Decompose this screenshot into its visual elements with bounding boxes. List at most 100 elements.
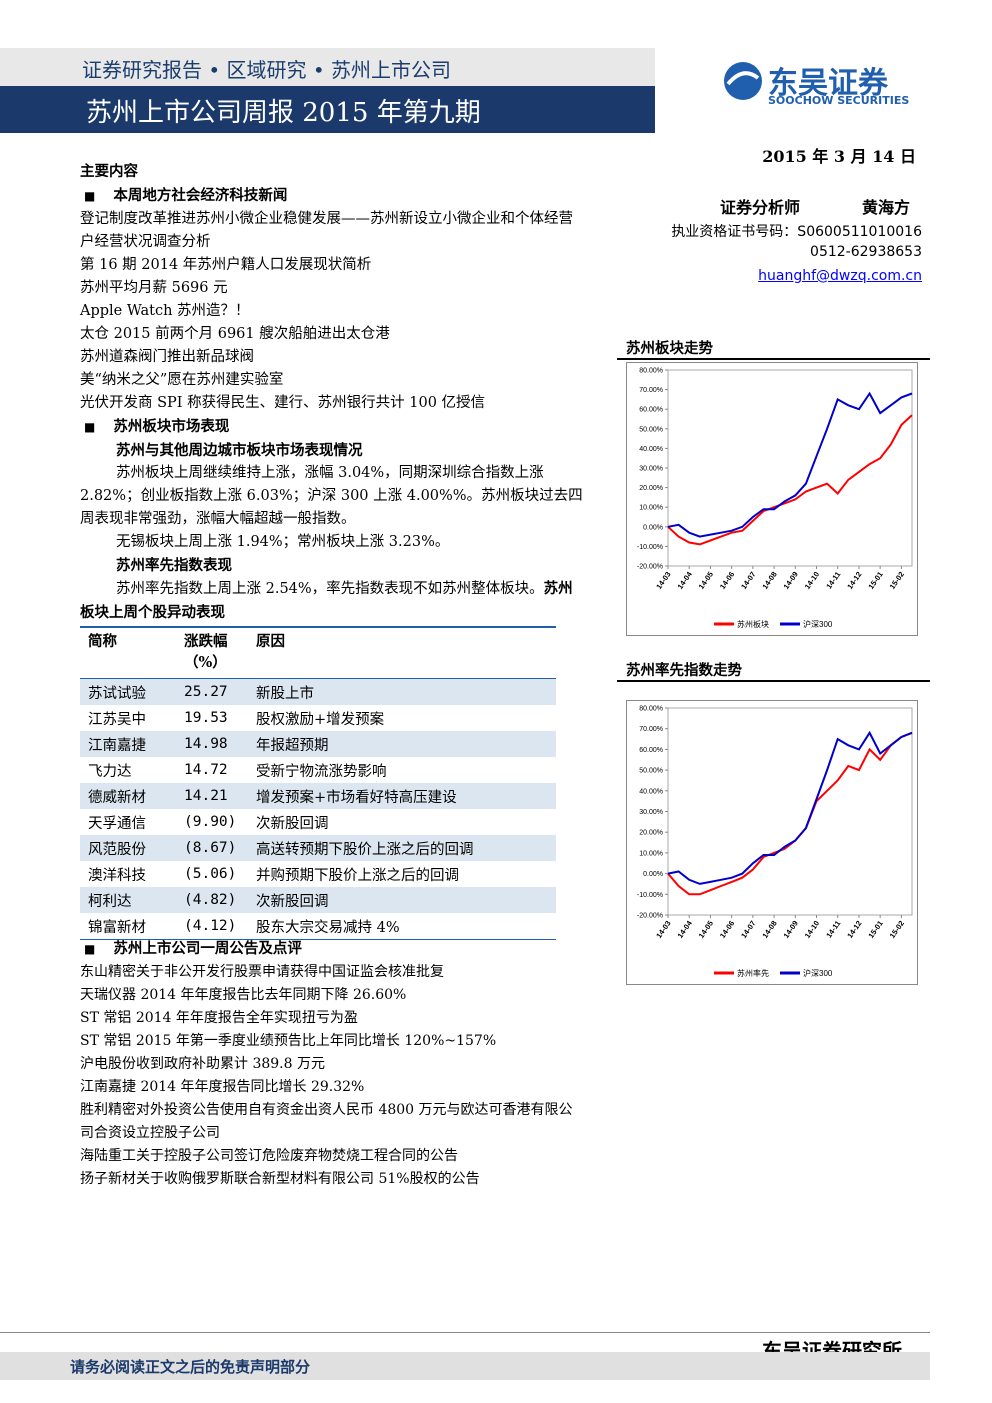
y-tick-label: -10.00%: [637, 544, 663, 551]
title-bar: [0, 86, 655, 133]
table-cell: 次新股回调: [256, 815, 329, 832]
news-list: 登记制度改革推进苏州小微企业稳健发展——苏州新设立小微企业和个体经营户经营状况调…: [80, 208, 586, 415]
contents-heading: 主要内容: [80, 163, 138, 180]
stock-table: 简称 涨跌幅（%） 原因 苏试试验 25.27 新股上市 江苏吴中 19.53 股权激励+…: [80, 626, 556, 940]
table-cell: 苏试试验: [88, 685, 146, 702]
heading-text: 苏州上市公司一周公告及点评: [113, 940, 302, 957]
heading-text: 苏州板块市场表现: [113, 418, 230, 435]
table-row: 锦富新材 (4.12) 股东大宗交易减持 4%: [80, 913, 556, 940]
legend-label: 苏州率先: [737, 968, 769, 978]
sub-heading: 苏州与其他周边城市板块市场表现情况: [116, 442, 363, 459]
table-row: 江南嘉捷 14.98 年报超预期: [80, 731, 556, 757]
table-cell: 25.27: [184, 684, 228, 700]
announcement-item: 海陆重工关于控股子公司签订危险废弃物焚烧工程合同的公告: [80, 1148, 458, 1164]
table-cell: (4.12): [184, 918, 237, 934]
rule: [617, 358, 930, 360]
y-tick-label: 10.00%: [639, 505, 663, 512]
table-cell: 江南嘉捷: [88, 737, 146, 754]
series-line: [667, 414, 913, 546]
table-header: 简称 涨跌幅（%） 原因: [80, 627, 556, 679]
chart-frame: [626, 700, 918, 985]
heading-text: 本周地方社会经济科技新闻: [113, 187, 288, 204]
breadcrumb-bar: [0, 48, 655, 86]
legend-label: 苏州板块: [737, 619, 769, 629]
y-tick-label: -20.00%: [637, 564, 663, 571]
table-cell: 14.72: [184, 762, 228, 778]
news-item: 光伏开发商 SPI 称获得民生、建行、苏州银行共计 100 亿授信: [80, 395, 486, 411]
table-cell: 股权激励+增发预案: [256, 711, 385, 728]
y-tick-label: 60.00%: [639, 407, 663, 414]
table-row: 飞力达 14.72 受新宁物流涨势影响: [80, 757, 556, 783]
y-tick-label: 40.00%: [639, 446, 663, 453]
th: 原因: [256, 633, 285, 650]
y-tick-label: 0.00%: [643, 524, 663, 531]
report-title: 苏州上市公司周报 2015 年第九期: [86, 98, 481, 128]
th: 涨跌幅（%）: [184, 633, 228, 671]
chart: -20.00% -10.00% 0.00% 10.00% 20.00% 30.00% 40.…: [626, 700, 918, 985]
main-content: 主要内容 本周地方社会经济科技新闻 登记制度改革推进苏州小微企业稳健发展——苏州…: [80, 160, 586, 625]
table-cell: 受新宁物流涨势影响: [256, 763, 387, 780]
table-cell: (4.82): [184, 892, 237, 908]
sub-heading: 苏州率先指数表现: [116, 557, 232, 574]
series-line: [667, 391, 913, 538]
analyst-role: 证券分析师: [720, 198, 801, 217]
table-cell: 14.21: [184, 788, 228, 804]
news-item: 登记制度改革推进苏州小微企业稳健发展——苏州新设立小微企业和个体经营户经营状况调…: [80, 211, 573, 250]
logo-icon: [724, 62, 762, 100]
y-tick-label: 70.00%: [639, 726, 663, 733]
y-tick-label: 40.00%: [639, 788, 663, 795]
table-cell: 德威新材: [88, 789, 146, 806]
analyst-email[interactable]: huanghf@dwzq.com.cn: [758, 268, 922, 284]
table-cell: 风范股份: [88, 841, 146, 858]
table-cell: 14.98: [184, 736, 228, 752]
announcement-item: ST 常铝 2014 年年度报告全年实现扭亏为盈: [80, 1010, 358, 1026]
rule: [617, 680, 930, 682]
section-heading: 苏州板块市场表现: [80, 415, 586, 439]
table-row: 苏试试验 25.27 新股上市: [80, 678, 556, 705]
paragraph: 苏州板块上周继续维持上涨，涨幅 3.04%，同期深圳综合指数上涨 2.82%；创…: [80, 465, 583, 527]
y-tick-label: 70.00%: [639, 387, 663, 394]
table-cell: 天孚通信: [88, 815, 146, 832]
chart-title: 苏州板块走势: [626, 340, 713, 357]
y-tick-label: 20.00%: [639, 830, 663, 837]
sub-heading: 苏州板块上周个股异动表现: [80, 580, 573, 621]
chart: -20.00% -10.00% 0.00% 10.00% 20.00% 30.00% 40.…: [626, 362, 918, 636]
table-cell: (8.67): [184, 840, 237, 856]
legend-label: 沪深300: [803, 619, 833, 629]
footer-bar: [0, 1352, 930, 1380]
section-heading: 苏州上市公司一周公告及点评: [80, 937, 586, 961]
table-row: 江苏吴中 19.53 股权激励+增发预案: [80, 705, 556, 731]
analyst-name: 黄海方: [862, 198, 911, 217]
table-row: 风范股份 (8.67) 高送转预期下股价上涨之后的回调: [80, 835, 556, 861]
announcement-item: 江南嘉捷 2014 年年度报告同比增长 29.32%: [80, 1079, 365, 1095]
announcement-item: 扬子新材关于收购俄罗斯联合新型材料有限公司 51%股权的公告: [80, 1171, 480, 1187]
logo-cn: 东吴证券: [768, 66, 888, 101]
announcement-item: 天瑞仪器 2014 年年度报告比去年同期下降 26.60%: [80, 987, 407, 1003]
news-item: Apple Watch 苏州造？！: [80, 303, 250, 319]
y-tick-label: 50.00%: [639, 426, 663, 433]
paragraph-text: 苏州率先指数上周上涨 2.54%，率先指数表现不如苏州整体板块。: [116, 581, 544, 597]
y-tick-label: 60.00%: [639, 747, 663, 754]
announcements: 苏州上市公司一周公告及点评 东山精密关于非公开发行股票申请获得中国证监会核准批复…: [80, 937, 586, 1191]
breadcrumb: 证券研究报告 • 区域研究 • 苏州上市公司: [82, 58, 452, 82]
table-cell: 柯利达: [88, 893, 132, 910]
table-cell: 并购预期下股价上涨之后的回调: [256, 867, 459, 884]
paragraph: 无锡板块上周上涨 1.94%；常州板块上涨 3.23%。: [116, 534, 450, 550]
y-tick-label: 0.00%: [643, 871, 663, 878]
announcement-item: 沪电股份收到政府补助累计 389.8 万元: [80, 1056, 325, 1072]
legend-label: 沪深300: [803, 968, 833, 978]
y-tick-label: 10.00%: [639, 850, 663, 857]
announcement-list: 东山精密关于非公开发行股票申请获得中国证监会核准批复 天瑞仪器 2014 年年度报…: [80, 961, 586, 1191]
table-cell: 新股上市: [256, 685, 314, 702]
y-tick-label: 50.00%: [639, 768, 663, 775]
news-item: 太仓 2015 前两个月 6961 艘次船舶进出太仓港: [80, 326, 390, 342]
date: 2015 年 3 月 14 日: [762, 147, 916, 166]
announcement-item: ST 常铝 2015 年第一季度业绩预告比上年同比增长 120%~157%: [80, 1033, 497, 1049]
news-item: 苏州道森阀门推出新品球阀: [80, 349, 254, 365]
table-cell: (5.06): [184, 866, 237, 882]
table-row: 澳洋科技 (5.06) 并购预期下股价上涨之后的回调: [80, 861, 556, 887]
series-line: [667, 730, 913, 885]
table-cell: 19.53: [184, 710, 228, 726]
table-row: 天孚通信 (9.90) 次新股回调: [80, 809, 556, 835]
